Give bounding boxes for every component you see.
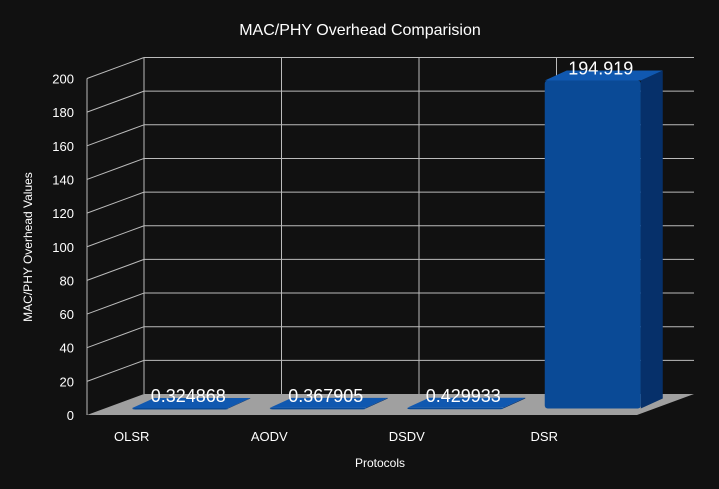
x-tick-label: AODV: [251, 429, 288, 444]
bar-front: [544, 80, 641, 409]
data-label: 0.324868: [151, 386, 226, 406]
bar-side: [503, 397, 526, 409]
y-axis-label: MAC/PHY Overhead Values: [21, 172, 35, 322]
x-axis-label: Protocols: [355, 456, 405, 470]
grid-line-side: [86, 225, 145, 248]
data-labels: 0.324868 0.367905 0.429933 194.919: [151, 59, 634, 406]
y-tick-label: 0: [67, 408, 74, 423]
y-tick-label: 80: [60, 273, 74, 288]
grid-line-side: [86, 326, 145, 349]
y-tick-label: 40: [60, 341, 74, 356]
bar-side: [640, 70, 663, 409]
bar-dsr: [544, 70, 663, 409]
bar-olsr: [132, 397, 251, 410]
bar-top: [132, 397, 251, 408]
grid-line-side: [86, 157, 145, 180]
grid-line-side: [86, 124, 145, 147]
y-tick-label: 140: [52, 172, 74, 187]
grid-line-side: [86, 292, 145, 315]
y-tick-label: 160: [52, 139, 74, 154]
x-tick-label: DSR: [531, 429, 558, 444]
grid-line-side: [86, 191, 145, 214]
grid-line-side: [86, 359, 145, 382]
bar-dsdv: [407, 397, 526, 410]
grid-line-side: [86, 57, 145, 79]
y-tick-label: 100: [52, 240, 74, 255]
y-tick-label: 200: [52, 72, 74, 87]
bar-side: [228, 397, 251, 409]
chart-title: MAC/PHY Overhead Comparision: [239, 22, 481, 39]
data-label: 0.429933: [426, 386, 501, 406]
bar-front: [407, 407, 504, 410]
bars: [132, 70, 663, 410]
bar-top: [544, 70, 663, 81]
y-axis-ticks: 0 20 40 60 80 100 120 140 160 180 200: [52, 72, 74, 424]
y-tick-label: 60: [60, 307, 74, 322]
grid-line-side: [86, 90, 145, 113]
bar-front: [269, 407, 366, 410]
y-tick-label: 120: [52, 206, 74, 221]
bar-front: [132, 407, 229, 410]
bar-side: [365, 397, 388, 409]
data-label: 0.367905: [288, 386, 363, 406]
x-tick-label: DSDV: [389, 429, 425, 444]
bar-top: [269, 397, 388, 408]
grid-line-side: [86, 258, 145, 281]
bar-aodv: [269, 397, 388, 410]
x-tick-label: OLSR: [114, 429, 149, 444]
y-tick-label: 20: [60, 374, 74, 389]
data-label: 194.919: [568, 59, 633, 79]
x-axis-ticks: OLSR AODV DSDV DSR: [114, 429, 558, 444]
y-tick-label: 180: [52, 105, 74, 120]
bar-top: [407, 397, 526, 408]
